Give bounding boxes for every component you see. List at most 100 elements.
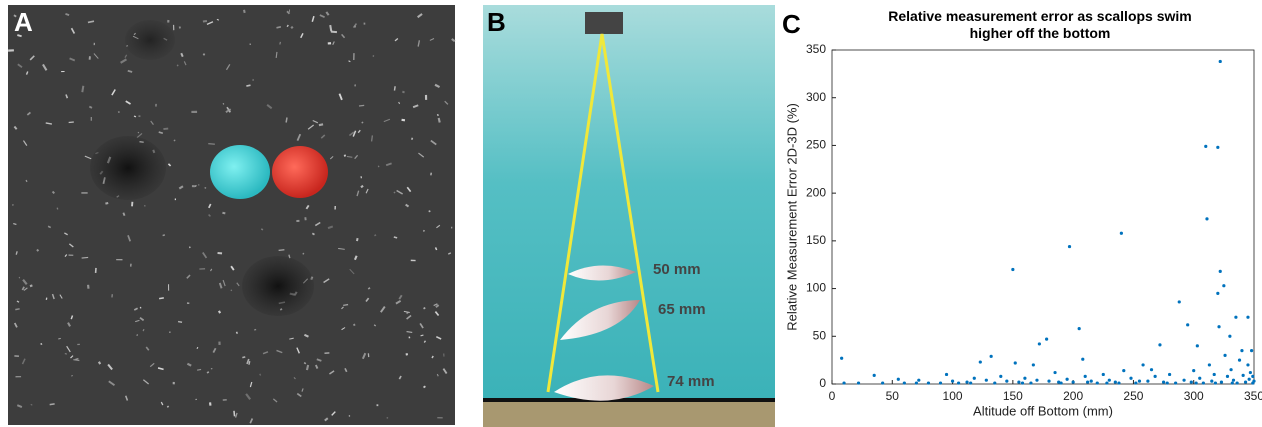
debris-speck [174, 140, 175, 141]
debris-speck [236, 332, 237, 334]
x-tick-label: 150 [1003, 389, 1023, 403]
point [1251, 375, 1254, 378]
size-label: 50 mm [653, 261, 701, 278]
point [1053, 371, 1056, 374]
debris-speck [353, 324, 355, 325]
debris-speck [439, 118, 440, 123]
point [1249, 371, 1252, 374]
point [1186, 323, 1189, 326]
point [1057, 380, 1060, 383]
debris-speck [291, 27, 293, 29]
point [1248, 378, 1251, 381]
debris-speck [65, 354, 67, 355]
point [1232, 379, 1235, 382]
debris-speck [15, 309, 19, 310]
debris-speck [412, 138, 413, 140]
seafloor-photo [8, 5, 455, 425]
debris-speck [19, 277, 20, 278]
y-tick-label: 200 [806, 185, 826, 199]
point [1192, 369, 1195, 372]
x-axis-label: Altitude off Bottom (mm) [973, 403, 1113, 418]
debris-speck [429, 210, 430, 212]
red-ball [272, 146, 328, 198]
y-tick-label: 150 [806, 233, 826, 247]
debris-speck [177, 65, 178, 66]
point [1217, 325, 1220, 328]
point [1105, 381, 1108, 384]
debris-speck [82, 257, 89, 258]
point [1038, 342, 1041, 345]
point [1231, 381, 1234, 384]
debris-speck [197, 348, 198, 349]
point [1150, 368, 1153, 371]
point [1035, 379, 1038, 382]
debris-speck [424, 341, 425, 342]
point [951, 380, 954, 383]
debris-speck [195, 185, 197, 186]
debris-speck [307, 365, 308, 370]
point [927, 381, 930, 384]
y-tick-label: 50 [813, 328, 827, 342]
debris-speck [369, 288, 370, 289]
point [985, 379, 988, 382]
debris-speck [65, 14, 69, 15]
debris-speck [168, 406, 169, 407]
camera [585, 12, 623, 34]
size-label: 65 mm [658, 301, 706, 318]
x-tick-label: 200 [1063, 389, 1083, 403]
debris-speck [222, 213, 225, 214]
point [1168, 373, 1171, 376]
point [999, 375, 1002, 378]
debris-speck [280, 42, 281, 45]
debris-speck [260, 374, 261, 375]
point [1146, 380, 1149, 383]
point [1129, 377, 1132, 380]
point [842, 381, 845, 384]
point [1166, 381, 1169, 384]
point [1252, 380, 1255, 383]
debris-speck [349, 61, 350, 62]
point [1023, 377, 1026, 380]
debris-speck [89, 107, 92, 108]
diagram-panel: 50 mm 65 mm 74 mm B [483, 5, 775, 427]
point [979, 360, 982, 363]
point [903, 381, 906, 384]
debris-speck [234, 411, 235, 416]
point [990, 355, 993, 358]
point [973, 377, 976, 380]
shadow [125, 20, 175, 60]
size-label: 74 mm [667, 373, 715, 390]
debris-speck [294, 378, 295, 379]
point [1011, 268, 1014, 271]
debris-speck [69, 122, 74, 123]
figure: A 50 mm 65 mm 74 mm B C Altitude off Bot… [0, 0, 1262, 427]
debris-speck [361, 186, 363, 188]
point [1120, 232, 1123, 235]
debris-speck [178, 322, 182, 323]
point [1102, 373, 1105, 376]
point [1134, 381, 1137, 384]
y-axis-label: Relative Measurement Error 2D-3D (%) [784, 103, 799, 331]
debris-speck [349, 416, 350, 417]
point [1228, 335, 1231, 338]
point [1158, 343, 1161, 346]
plot-area [832, 50, 1254, 384]
point [1198, 377, 1201, 380]
debris-speck [432, 356, 433, 358]
point [1078, 327, 1081, 330]
debris-speck [48, 226, 51, 227]
point [1220, 380, 1223, 383]
debris-speck [312, 233, 314, 234]
point [1214, 381, 1217, 384]
debris-speck [181, 53, 183, 57]
y-tick-label: 250 [806, 138, 826, 152]
debris-speck [394, 86, 395, 90]
debris-speck [75, 358, 78, 359]
debris-speck [53, 191, 55, 193]
point [1216, 146, 1219, 149]
panel-label: B [487, 7, 506, 37]
debris-speck [26, 180, 27, 182]
point [1174, 381, 1177, 384]
debris-speck [357, 238, 358, 241]
point [1204, 145, 1207, 148]
